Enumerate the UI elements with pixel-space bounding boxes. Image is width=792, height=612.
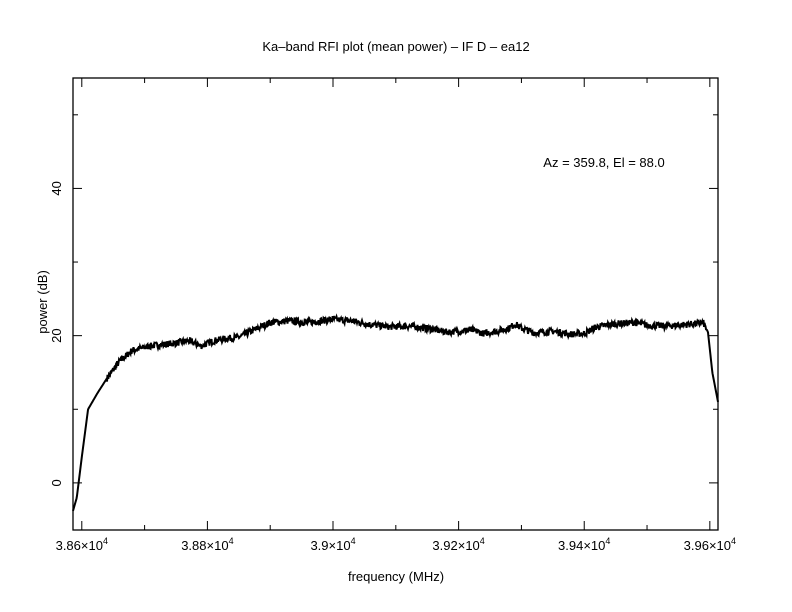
x-tick-label: 3.96×104 (684, 536, 736, 553)
x-tick-label: 3.94×104 (558, 536, 610, 553)
chart-annotation: Az = 359.8, El = 88.0 (543, 155, 664, 170)
y-tick-label: 20 (49, 328, 64, 342)
x-tick-label: 3.88×104 (181, 536, 233, 553)
plot-frame (72, 77, 719, 531)
x-axis-label: frequency (MHz) (348, 569, 444, 584)
y-axis-label: power (dB) (35, 270, 50, 334)
chart-title: Ka–band RFI plot (mean power) – IF D – e… (262, 39, 529, 54)
series-line-mean-power (72, 313, 719, 512)
x-tick-label: 3.86×104 (56, 536, 108, 553)
x-tick-label: 3.9×104 (310, 536, 355, 553)
y-tick-label: 0 (49, 479, 64, 486)
x-tick-label: 3.92×104 (432, 536, 484, 553)
y-tick-label: 40 (49, 181, 64, 195)
